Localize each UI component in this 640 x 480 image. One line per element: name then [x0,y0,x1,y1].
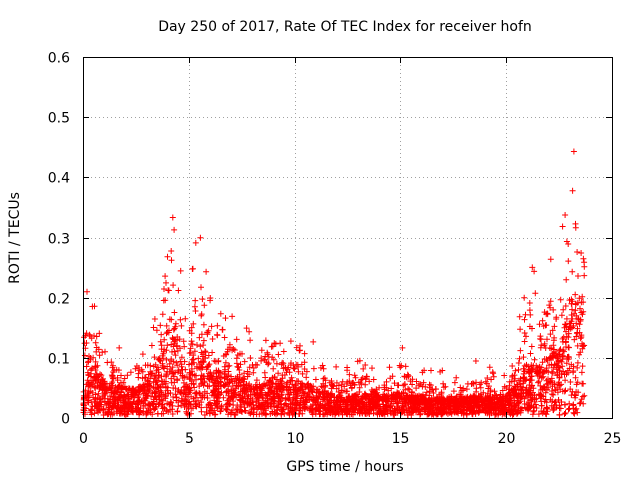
axes: 0 5 10 15 20 25 0 0.1 0.2 0.3 0.4 0.5 0.6 [48,51,622,448]
y-tick-label: 0.5 [48,111,70,127]
x-tick-label: 5 [185,431,194,447]
data-point-group [80,224,586,418]
y-tick-label: 0.3 [48,232,70,248]
x-tick-label: 10 [287,431,305,447]
y-axis-label: ROTI / TECUs [7,192,23,284]
x-axis-label: GPS time / hours [286,459,403,475]
x-tick-label: 25 [604,431,622,447]
x-tick-label: 0 [79,431,88,447]
y-tick-label: 0.1 [48,352,70,368]
x-tick-label: 15 [392,431,410,447]
chart-title: Day 250 of 2017, Rate Of TEC Index for r… [158,19,532,35]
y-tick-label: 0.4 [48,171,70,187]
y-tick-label: 0.6 [48,51,70,67]
y-tick-label: 0.2 [48,292,70,308]
y-tick-label: 0 [61,412,70,428]
data-points [80,148,588,418]
x-tick-label: 20 [498,431,516,447]
